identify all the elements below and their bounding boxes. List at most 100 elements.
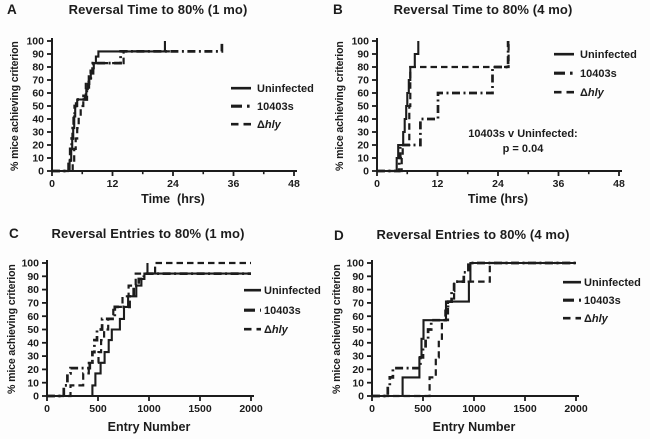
y-tick-label: 40 (357, 114, 369, 126)
y-tick-label: 70 (32, 75, 44, 87)
x-tick-label: 12 (432, 178, 444, 190)
series-line-10403s (52, 41, 224, 173)
legend-label-10403s: 10403s (257, 101, 294, 113)
series-line-10403s (372, 261, 576, 398)
y-tick-label: 20 (352, 364, 364, 376)
legend-label-uninfected: Uninfected (584, 277, 641, 289)
y-tick-label: 70 (352, 298, 364, 310)
legend-label-delta-hly: Δhly (257, 119, 282, 131)
y-tick-label: 20 (27, 364, 39, 376)
x-tick-label: 0 (369, 403, 375, 415)
x-tick-label: 1000 (462, 403, 486, 415)
y-tick-label: 100 (21, 258, 39, 270)
y-tick-label: 80 (32, 62, 44, 74)
panel-B: B Reversal Time to 80% (4 mo) % mice ach… (325, 0, 650, 219)
y-tick-label: 40 (27, 337, 39, 349)
legend-label-uninfected: Uninfected (264, 285, 321, 297)
y-tick-label: 10 (352, 377, 364, 389)
y-tick-label: 80 (357, 62, 369, 74)
legend-label-delta-hly: Δhly (264, 324, 289, 336)
x-tick-label: 48 (288, 178, 300, 190)
panel-letter-B: B (333, 2, 343, 17)
y-tick-label: 50 (27, 324, 39, 336)
series-line-delta-hly (372, 261, 576, 398)
x-tick-label: 500 (89, 403, 107, 415)
y-tick-label: 90 (32, 49, 44, 61)
y-tick-label: 30 (27, 351, 39, 363)
x-tick-label: 24 (167, 178, 179, 190)
x-tick-label: 12 (107, 178, 119, 190)
y-tick-label: 50 (32, 101, 44, 113)
y-tick-label: 30 (352, 351, 364, 363)
panel-title-C: Reversal Entries to 80% (1 mo) (51, 226, 245, 241)
y-tick-label: 0 (363, 166, 369, 178)
y-tick-label: 100 (351, 36, 369, 48)
x-axis-label-D: Entry Number (432, 420, 516, 434)
x-tick-label: 500 (414, 403, 432, 415)
x-tick-label: 1500 (513, 403, 537, 415)
x-tick-label: 36 (553, 178, 565, 190)
y-tick-label: 60 (27, 311, 39, 323)
series-line-uninfected (377, 41, 420, 173)
y-tick-label: 10 (27, 377, 39, 389)
series-line-delta-hly (52, 50, 171, 173)
legend-label-10403s: 10403s (580, 68, 617, 80)
x-tick-label: 1500 (188, 403, 212, 415)
series-line-10403s (377, 41, 510, 173)
y-tick-label: 30 (32, 127, 44, 139)
panel-C: C Reversal Entries to 80% (1 mo) % mice … (0, 219, 325, 439)
panel-title-A: Reversal Time to 80% (1 mo) (68, 2, 248, 17)
legend-label-uninfected: Uninfected (257, 83, 314, 95)
y-tick-label: 10 (32, 153, 44, 165)
panel-title-B: Reversal Time to 80% (4 mo) (393, 2, 573, 17)
x-tick-label: 2000 (239, 403, 263, 415)
y-tick-label: 100 (346, 258, 364, 270)
y-tick-label: 20 (32, 140, 44, 152)
x-tick-label: 0 (374, 178, 380, 190)
x-tick-label: 1000 (137, 403, 161, 415)
y-tick-label: 80 (27, 284, 39, 296)
y-tick-label: 100 (26, 36, 44, 48)
x-tick-label: 48 (613, 178, 625, 190)
series-line-uninfected (47, 272, 251, 398)
x-tick-label: 36 (228, 178, 240, 190)
x-tick-label: 0 (44, 403, 50, 415)
y-tick-label: 50 (357, 101, 369, 113)
panel-A: A Reversal Time to 80% (1 mo) % mice ach… (0, 0, 325, 219)
legend-label-10403s: 10403s (264, 305, 301, 317)
panel-letter-A: A (7, 2, 17, 17)
y-tick-label: 30 (357, 127, 369, 139)
legend-label-delta-hly: Δhly (584, 313, 609, 325)
y-tick-label: 70 (27, 298, 39, 310)
series-line-delta-hly (377, 41, 510, 173)
y-tick-label: 90 (357, 49, 369, 61)
x-tick-label: 2000 (564, 403, 588, 415)
panel-title-D: Reversal Entries to 80% (4 mo) (376, 227, 570, 242)
series-line-delta-hly (47, 261, 251, 398)
y-tick-label: 60 (352, 311, 364, 323)
legend-label-10403s: 10403s (584, 295, 621, 307)
panel-letter-D: D (334, 228, 344, 243)
y-tick-label: 60 (357, 88, 369, 100)
x-tick-label: 0 (49, 178, 55, 190)
panel-D: D Reversal Entries to 80% (4 mo) % mice … (325, 219, 650, 439)
significance-annotation-line-1: 10403s v Uninfected: (468, 128, 577, 140)
significance-annotation-line-2: p = 0.04 (503, 143, 545, 155)
y-tick-label: 40 (352, 337, 364, 349)
legend-label-uninfected: Uninfected (580, 49, 637, 61)
y-tick-label: 20 (357, 140, 369, 152)
y-tick-label: 10 (357, 153, 369, 165)
y-tick-label: 70 (357, 75, 369, 87)
y-tick-label: 80 (352, 284, 364, 296)
y-tick-label: 90 (352, 271, 364, 283)
x-axis-label-B: Time (hrs) (467, 192, 529, 206)
y-tick-label: 0 (33, 391, 39, 403)
x-tick-label: 24 (492, 178, 504, 190)
y-tick-label: 50 (352, 324, 364, 336)
y-tick-label: 40 (32, 114, 44, 126)
